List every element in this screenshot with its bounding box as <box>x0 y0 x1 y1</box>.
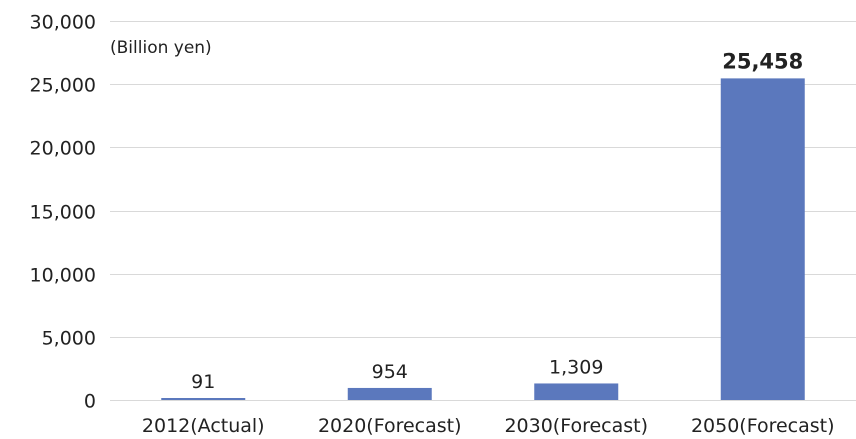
unit-note: (Billion yen) <box>110 38 212 58</box>
bar-2020-forecast <box>347 387 432 400</box>
data-label: 91 <box>191 371 215 393</box>
y-tick-label: 25,000 <box>30 75 96 97</box>
y-tick-label: 5,000 <box>42 328 96 350</box>
x-tick-label: 2020(Forecast) <box>318 415 462 437</box>
x-tick-label: 2012(Actual) <box>142 415 265 437</box>
y-tick-label: 10,000 <box>30 265 96 287</box>
y-axis-ticks: 0 5,000 10,000 15,000 20,000 25,000 30,000 <box>30 12 96 413</box>
bar-2030-forecast <box>534 383 619 400</box>
data-label: 1,309 <box>549 356 603 378</box>
x-axis-ticks: 2012(Actual) 2020(Forecast) 2030(Forecast)… <box>142 415 835 437</box>
data-labels: 91 954 1,309 25,458 <box>191 49 803 393</box>
x-tick-label: 2050(Forecast) <box>691 415 835 437</box>
y-tick-label: 15,000 <box>30 202 96 224</box>
y-tick-label: 0 <box>84 391 96 413</box>
bar-2050-forecast <box>720 78 805 400</box>
data-label: 25,458 <box>722 49 803 73</box>
x-tick-label: 2030(Forecast) <box>504 415 648 437</box>
bar-2012-actual <box>161 398 246 400</box>
gridlines <box>110 21 856 401</box>
bars <box>161 78 805 400</box>
y-tick-label: 20,000 <box>30 138 96 160</box>
data-label: 954 <box>372 361 408 383</box>
y-tick-label: 30,000 <box>30 12 96 34</box>
